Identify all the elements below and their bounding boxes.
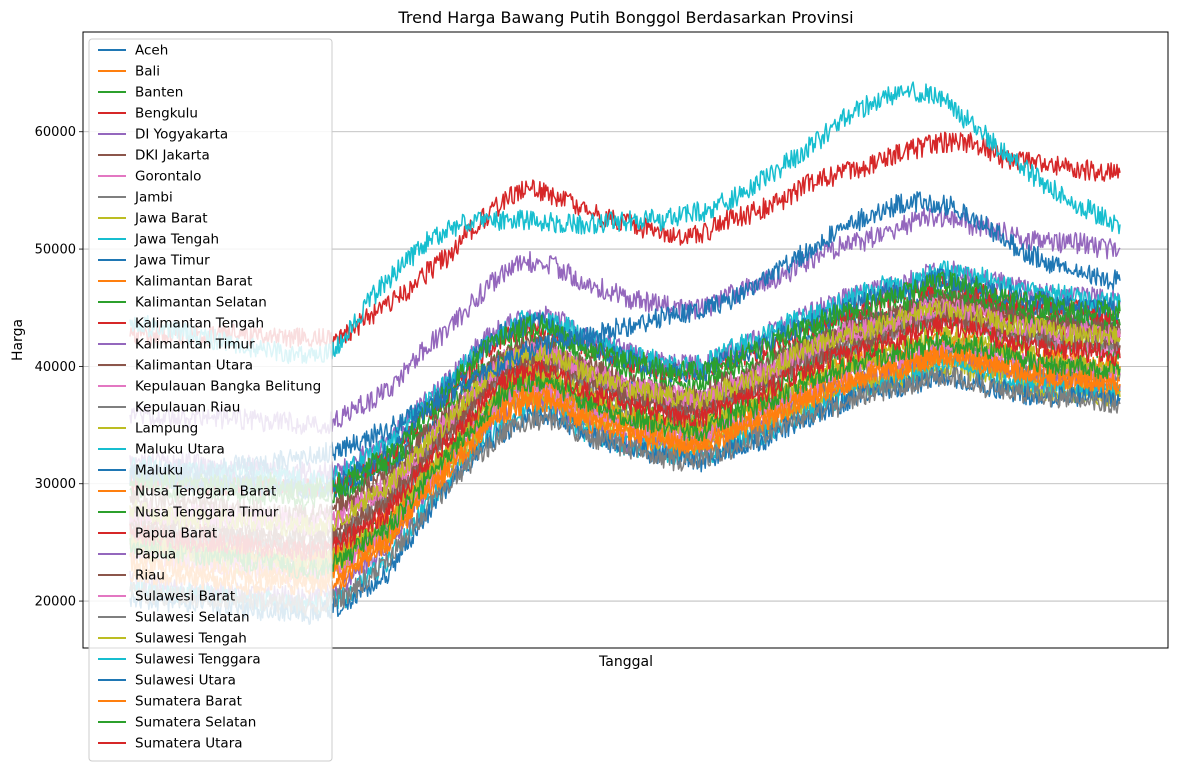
legend-entry-30: Sulawesi Utara <box>135 673 236 689</box>
legend-entry-14: Kalimantan Timur <box>135 337 255 353</box>
y-tick-label-0: 20000 <box>35 595 76 610</box>
legend-entry-3: Bengkulu <box>135 106 198 122</box>
legend-entry-32: Sumatera Selatan <box>135 715 256 731</box>
legend-entry-8: Jawa Barat <box>134 211 208 227</box>
legend-entry-29: Sulawesi Tenggara <box>135 652 261 668</box>
legend-entry-19: Maluku Utara <box>135 442 225 458</box>
legend-entry-20: Maluku <box>135 463 183 479</box>
legend-entry-33: Sumatera Utara <box>135 736 243 752</box>
legend-entry-10: Jawa Timur <box>134 253 210 269</box>
legend-entry-5: DKI Jakarta <box>135 148 210 164</box>
chart-title: Trend Harga Bawang Putih Bonggol Berdasa… <box>397 8 853 27</box>
plot-frame <box>82 31 1169 649</box>
legend-entry-16: Kepulauan Bangka Belitung <box>135 379 321 395</box>
legend-entry-12: Kalimantan Selatan <box>135 295 267 311</box>
legend-entry-0: Aceh <box>135 43 168 59</box>
legend-entry-24: Papua <box>135 547 176 563</box>
y-axis-ticks: 20000 30000 40000 50000 60000 <box>35 125 83 610</box>
legend-entry-18: Lampung <box>135 421 198 437</box>
legend-box <box>88 38 333 762</box>
y-axis-label: Harga <box>10 319 26 361</box>
legend-entry-6: Gorontalo <box>135 169 201 185</box>
legend-entry-2: Banten <box>135 85 183 101</box>
legend-entry-31: Sumatera Barat <box>135 694 242 710</box>
y-tick-label-1: 30000 <box>35 477 76 492</box>
legend-entry-21: Nusa Tenggara Barat <box>135 484 276 500</box>
legend-entry-15: Kalimantan Utara <box>135 358 253 374</box>
legend-entry-1: Bali <box>135 64 160 80</box>
legend-entry-25: Riau <box>135 568 165 584</box>
x-axis-label: Tanggal <box>598 654 653 670</box>
legend-entry-4: DI Yogyakarta <box>135 127 228 143</box>
y-tick-label-4: 60000 <box>35 125 76 140</box>
legend-entry-7: Jambi <box>134 190 173 206</box>
y-tick-label-3: 50000 <box>35 243 76 258</box>
legend-entry-27: Sulawesi Selatan <box>135 610 250 626</box>
legend-entry-9: Jawa Tengah <box>134 232 219 248</box>
legend-entry-26: Sulawesi Barat <box>135 589 235 605</box>
legend-entry-17: Kepulauan Riau <box>135 400 240 416</box>
legend-entry-22: Nusa Tenggara Timur <box>135 505 279 521</box>
legend-entry-28: Sulawesi Tengah <box>135 631 247 647</box>
y-tick-label-2: 40000 <box>35 360 76 375</box>
legend-entry-13: Kalimantan Tengah <box>135 316 264 332</box>
legend-entry-23: Papua Barat <box>135 526 217 542</box>
legend-entry-11: Kalimantan Barat <box>135 274 252 290</box>
legend: Aceh Bali Banten Bengkulu DI Yogyakarta DKI J… <box>88 38 333 762</box>
